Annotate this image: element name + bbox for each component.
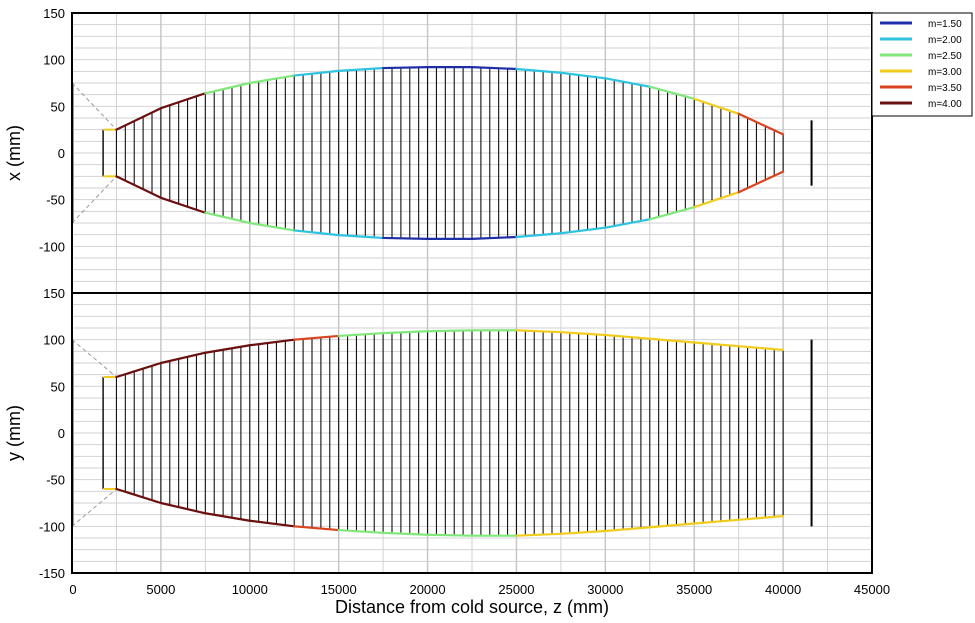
- envelope-lower-segment: [159, 501, 207, 515]
- envelope-upper-segment: [159, 92, 207, 110]
- envelope-lower-segment: [337, 528, 385, 534]
- x-tick-label: 35000: [676, 582, 712, 597]
- envelope-upper-segment: [737, 345, 785, 352]
- source-connector-line: [71, 339, 117, 378]
- plot-frame: [71, 292, 873, 574]
- x-tick-label: 10000: [232, 582, 268, 597]
- y-tick-label: -150: [39, 566, 65, 581]
- x-tick-label: 20000: [409, 582, 445, 597]
- envelope-lower-segment: [248, 221, 296, 232]
- y-tick-label: -100: [39, 239, 65, 254]
- y-plane-panel: -150 -100 -50 0 50 100 150: [39, 286, 873, 581]
- top-y-axis-label: x (mm): [4, 125, 24, 181]
- y-tick-label: -100: [39, 519, 65, 534]
- envelope-upper-segment: [737, 112, 785, 136]
- envelope-lower-segment: [693, 191, 740, 209]
- envelope-lower-segment: [648, 206, 696, 221]
- envelope-upper-segment: [515, 67, 562, 74]
- envelope-lower-segment: [204, 512, 251, 522]
- envelope-upper-segment: [293, 69, 340, 77]
- envelope-upper-segment: [559, 331, 607, 337]
- y-tick-label: -50: [46, 193, 65, 208]
- envelope-upper-segment: [248, 74, 296, 85]
- legend-box: [871, 12, 973, 117]
- legend-label: m=3.00: [928, 67, 962, 78]
- envelope-lower-segment: [115, 487, 162, 505]
- envelope-upper-segment: [115, 361, 162, 379]
- x-tick-label: 45000: [854, 582, 890, 597]
- envelope-upper-segment: [382, 330, 429, 335]
- envelope-lower-segment: [559, 529, 607, 535]
- x-plane-panel: -100 -50 0 50 100 150: [39, 6, 873, 294]
- y-tick-label: 150: [43, 6, 65, 21]
- source-connector-line: [71, 175, 117, 224]
- envelope-upper-segment: [293, 334, 340, 341]
- envelope-lower-segment: [382, 236, 429, 240]
- y-tick-label: 50: [51, 99, 65, 114]
- y-tick-label: 100: [43, 333, 65, 348]
- envelope-lower-segment: [426, 533, 474, 537]
- envelope-lower-segment: [737, 170, 785, 194]
- x-tick-label: 0: [69, 582, 76, 597]
- envelope-upper-segment: [693, 341, 740, 348]
- envelope-lower-segment: [293, 229, 340, 237]
- envelope-upper-segment: [559, 71, 607, 80]
- y-tick-label: 50: [51, 379, 65, 394]
- y-tick-label: 0: [58, 426, 65, 441]
- bottom-y-axis-label: y (mm): [4, 405, 24, 461]
- envelope-lower-segment: [470, 235, 518, 240]
- x-tick-label: 40000: [765, 582, 801, 597]
- envelope-upper-segment: [115, 107, 162, 131]
- envelope-upper-segment: [426, 329, 474, 333]
- envelope-upper-segment: [382, 66, 429, 70]
- envelope-lower-segment: [382, 531, 429, 536]
- envelope-upper-segment: [337, 66, 385, 72]
- envelope-upper-segment: [470, 66, 518, 71]
- envelope-upper-segment: [648, 337, 696, 344]
- x-tick-label: 5000: [146, 582, 175, 597]
- y-tick-label: 150: [43, 286, 65, 301]
- x-tick-label: 25000: [498, 582, 534, 597]
- envelope-upper-segment: [248, 338, 296, 347]
- envelope-upper-segment: [604, 77, 651, 88]
- x-axis-label: Distance from cold source, z (mm): [335, 597, 609, 617]
- envelope-lower-segment: [293, 525, 340, 532]
- source-connector-line: [71, 82, 117, 131]
- source-connector-line: [71, 488, 117, 527]
- envelope-lower-segment: [648, 522, 696, 529]
- envelope-lower-segment: [737, 514, 785, 521]
- y-tick-label: -50: [46, 473, 65, 488]
- envelope-lower-segment: [337, 234, 385, 240]
- legend: m=1.50 m=2.00 m=2.50 m=3.00 m=3.50 m=4.00: [871, 12, 973, 117]
- envelope-lower-segment: [204, 211, 251, 225]
- legend-label: m=3.50: [928, 83, 962, 94]
- envelope-upper-segment: [515, 329, 562, 334]
- envelope-lower-segment: [559, 226, 607, 235]
- y-tick-label: 100: [43, 53, 65, 68]
- envelope-lower-segment: [604, 526, 651, 533]
- x-axis-ticks: 0 5000 10000 15000 20000 25000 30000 35000 40000…: [69, 582, 890, 597]
- envelope-lower-segment: [693, 518, 740, 525]
- x-tick-label: 30000: [587, 582, 623, 597]
- legend-label: m=4.00: [928, 99, 962, 110]
- envelope-lower-segment: [515, 232, 562, 239]
- x-tick-label: 15000: [321, 582, 357, 597]
- envelope-lower-segment: [248, 519, 296, 528]
- legend-label: m=2.00: [928, 35, 962, 46]
- legend-label: m=1.50: [928, 19, 962, 30]
- envelope-upper-segment: [693, 97, 740, 115]
- envelope-lower-segment: [515, 532, 562, 537]
- envelope-upper-segment: [604, 333, 651, 340]
- envelope-upper-segment: [204, 81, 251, 95]
- legend-label: m=2.50: [928, 51, 962, 62]
- envelope-upper-segment: [204, 344, 251, 354]
- envelope-lower-segment: [159, 196, 207, 214]
- envelope-lower-segment: [115, 175, 162, 199]
- y-tick-label: 0: [58, 146, 65, 161]
- envelope-lower-segment: [604, 218, 651, 229]
- envelope-upper-segment: [337, 332, 385, 338]
- envelope-upper-segment: [159, 351, 207, 365]
- envelope-upper-segment: [648, 85, 696, 100]
